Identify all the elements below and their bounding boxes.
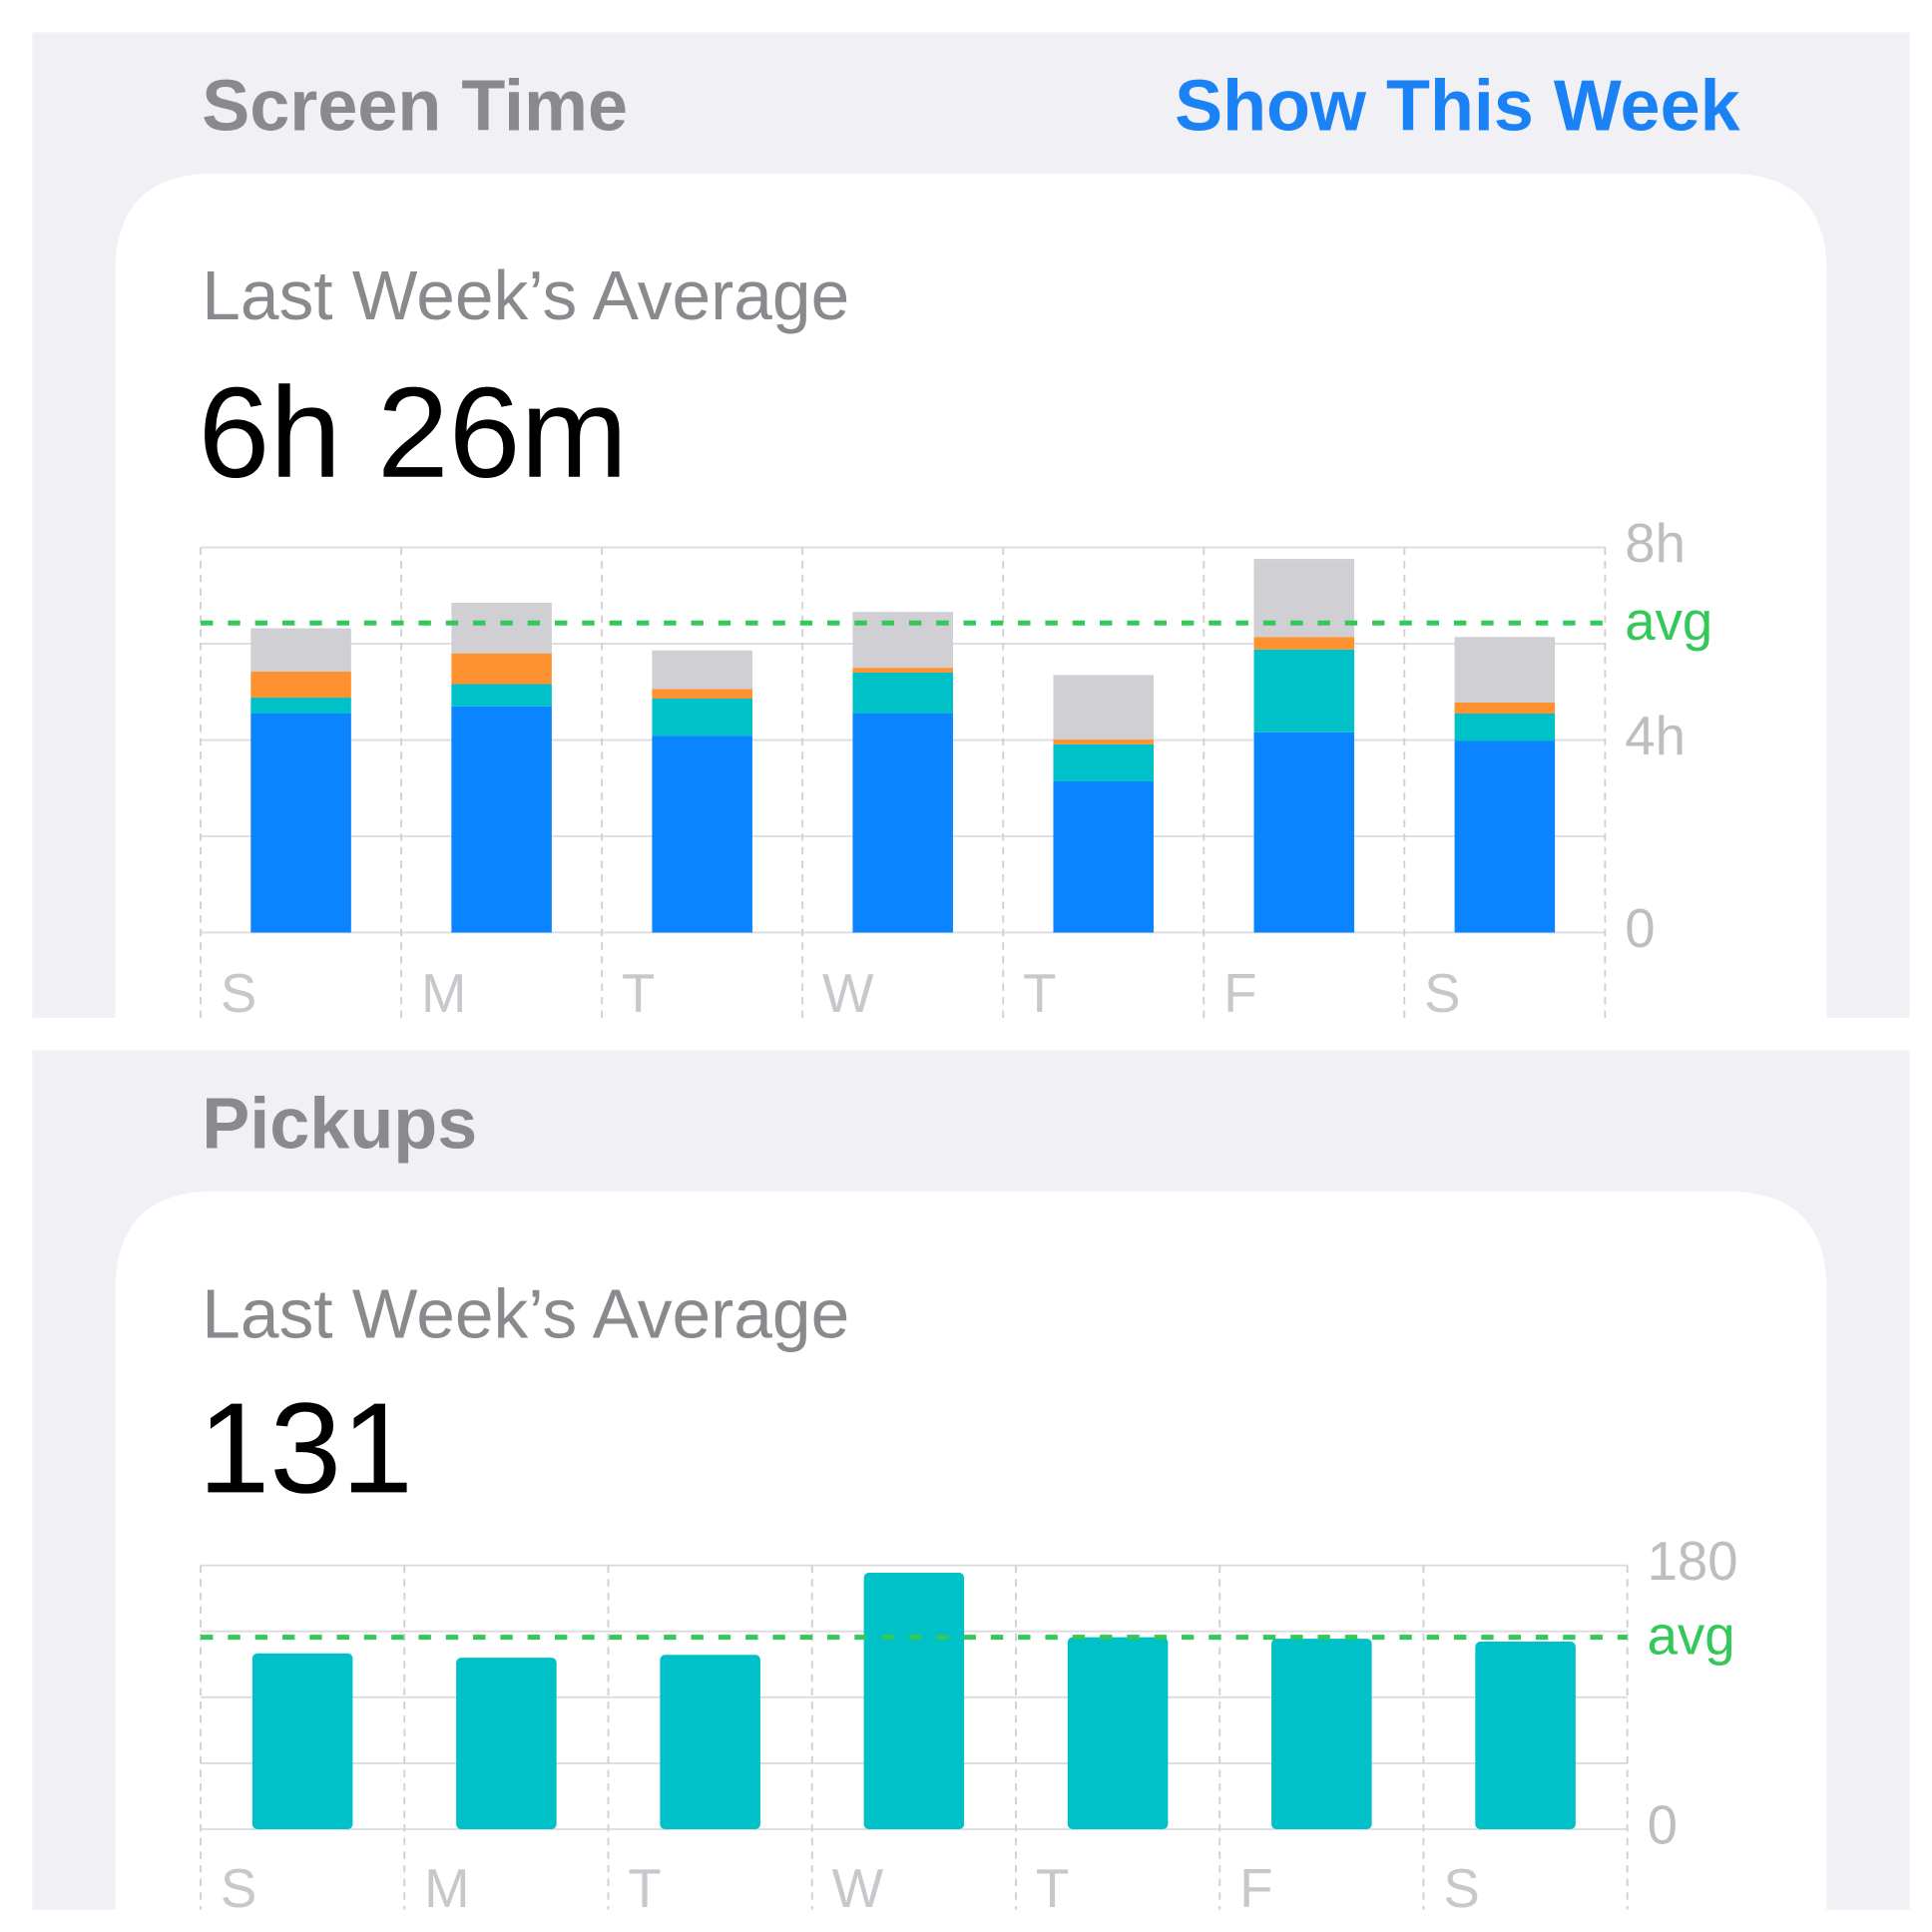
bar-segment <box>1053 781 1155 933</box>
section: Pickups Last Week’s Average 131 0 180 S M T W T F S… <box>32 1050 1910 1919</box>
bar-segment <box>451 684 552 707</box>
section: Screen Time Show This Week Last Week’s Ave… <box>32 32 1910 1024</box>
bar-segment <box>852 713 953 933</box>
x-tick-label: W <box>832 1858 884 1919</box>
x-tick-label: S <box>1443 1858 1479 1919</box>
bar <box>251 1653 353 1829</box>
bar-segment <box>250 713 351 933</box>
bar-segment <box>1454 740 1556 933</box>
y-tick-label: 180 <box>1648 1531 1738 1592</box>
bar-segment <box>1053 739 1155 744</box>
bar-segment <box>1053 743 1155 782</box>
bar-segment <box>1253 637 1355 650</box>
subtitle: Last Week’s Average <box>202 1274 849 1352</box>
section-header: Pickups <box>202 1084 477 1164</box>
bar <box>863 1572 965 1829</box>
average-label: avg <box>1648 1606 1735 1667</box>
bar <box>456 1658 557 1829</box>
bar <box>660 1655 760 1829</box>
bar <box>1271 1639 1372 1829</box>
bar-segment <box>451 653 552 685</box>
x-tick-label: F <box>1239 1858 1272 1919</box>
summary-value: 131 <box>199 1376 413 1520</box>
y-tick-label: 8h <box>1625 513 1686 574</box>
bar-segment <box>1253 649 1355 732</box>
bar-segment <box>652 689 752 700</box>
bar-segment <box>250 698 351 714</box>
x-tick-label: T <box>628 1858 661 1919</box>
x-tick-label: T <box>1036 1858 1069 1919</box>
bar-segment <box>852 612 953 669</box>
average-label: avg <box>1625 591 1712 652</box>
y-tick-label: 0 <box>1625 898 1655 959</box>
subtitle: Last Week’s Average <box>202 256 849 334</box>
x-tick-label: S <box>221 1858 256 1919</box>
x-tick-label: T <box>622 963 655 1024</box>
bar-segment <box>852 668 953 673</box>
bar-segment <box>1454 702 1556 714</box>
y-tick-label: 4h <box>1625 706 1686 766</box>
x-tick-label: M <box>424 1858 469 1919</box>
show-this-week-link[interactable]: Show This Week <box>1175 66 1741 146</box>
bar-segment <box>1253 731 1355 933</box>
bar-segment <box>250 628 351 673</box>
x-tick-label: S <box>221 963 256 1024</box>
summary-value: 6h 26m <box>199 361 628 505</box>
section-header: Screen Time <box>202 66 628 146</box>
x-tick-label: F <box>1223 963 1256 1024</box>
bar-segment <box>1053 675 1155 740</box>
bar-segment <box>652 699 752 736</box>
x-tick-label: T <box>1023 963 1056 1024</box>
y-tick-label: 0 <box>1648 1794 1678 1855</box>
bar-segment <box>451 603 552 654</box>
x-tick-label: S <box>1424 963 1460 1024</box>
x-tick-label: M <box>421 963 466 1024</box>
bar-segment <box>652 650 752 690</box>
bar-segment <box>1454 713 1556 741</box>
bar-segment <box>652 735 752 933</box>
bar-segment <box>1454 637 1556 703</box>
bar <box>1475 1642 1576 1829</box>
bar-segment <box>250 672 351 699</box>
bar-segment <box>852 672 953 714</box>
bar <box>1067 1637 1169 1829</box>
bar-segment <box>451 706 552 933</box>
x-tick-label: W <box>822 963 874 1024</box>
